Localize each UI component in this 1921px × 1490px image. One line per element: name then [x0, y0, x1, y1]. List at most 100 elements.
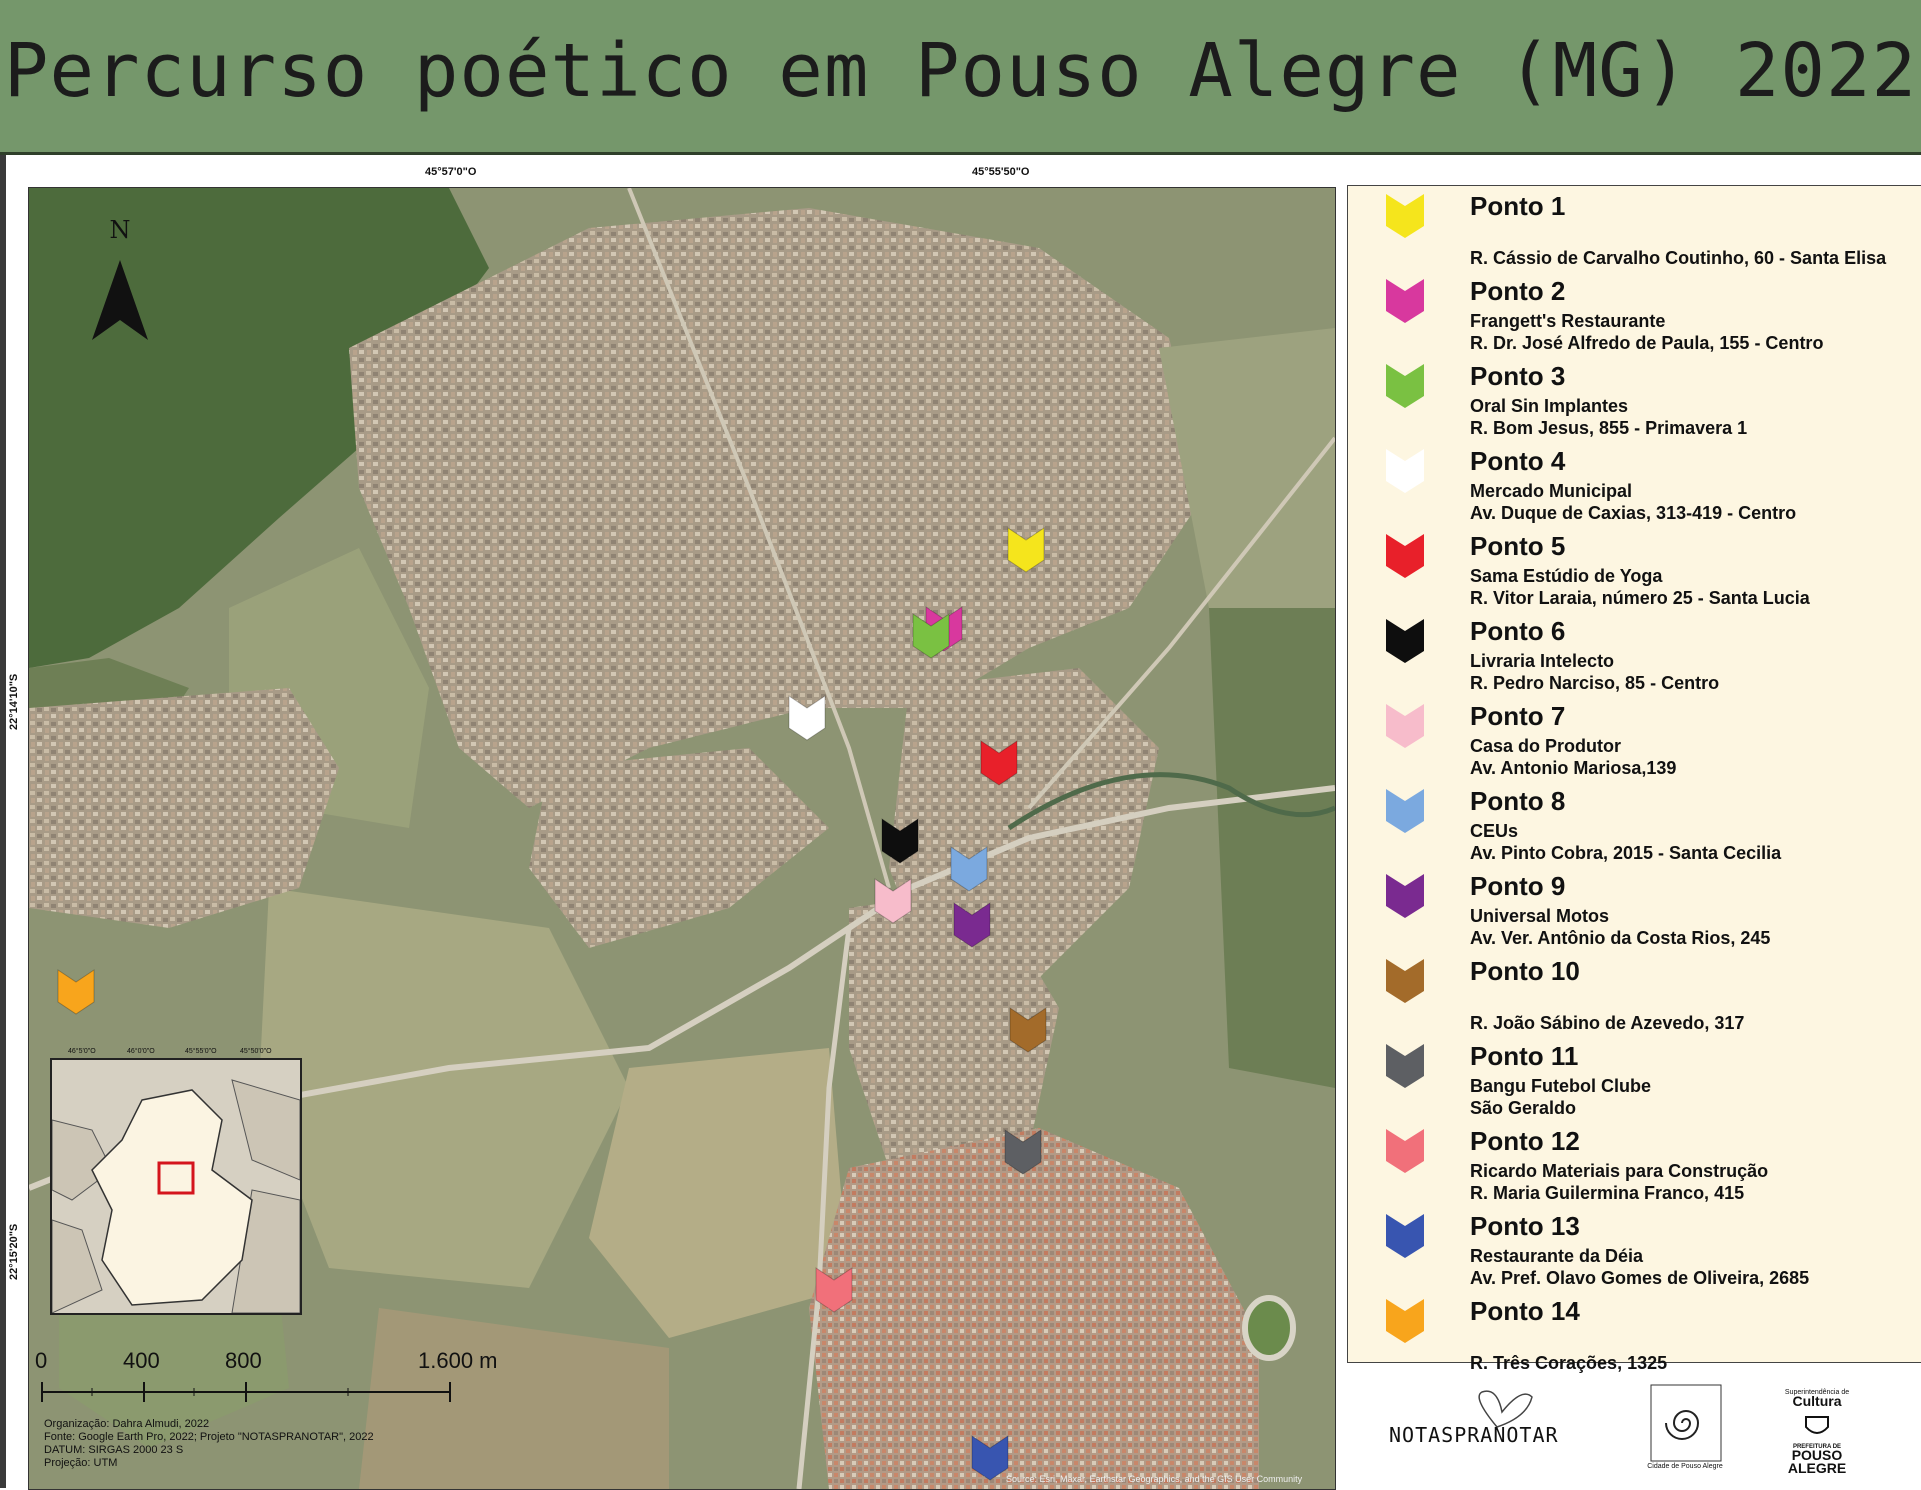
legend-address: R. Vitor Laraia, número 25 - Santa Lucia [1470, 588, 1810, 608]
inset-tick-1: 46°5'0"O [68, 1048, 96, 1055]
marker-chevron-icon [1386, 619, 1424, 663]
marker-chevron-icon [1386, 704, 1424, 748]
map-marker-10[interactable] [1009, 1007, 1047, 1053]
map-marker-12[interactable] [815, 1267, 853, 1313]
legend-place-name: Ricardo Materiais para Construção [1470, 1161, 1769, 1181]
marker-chevron-icon [1386, 1214, 1424, 1258]
scale-label-0: 0 [35, 1348, 48, 1373]
marker-chevron-icon [1386, 1044, 1424, 1088]
map-marker-9[interactable] [953, 902, 991, 948]
marker-chevron-icon [1386, 449, 1424, 493]
legend-point-name: Ponto 9 [1470, 871, 1566, 901]
legend-point-name: Ponto 2 [1470, 276, 1566, 306]
scale-label-400: 400 [123, 1348, 160, 1373]
coord-side-upper: 22°14'10"S [8, 673, 20, 730]
legend-point-name: Ponto 7 [1470, 701, 1566, 731]
marker-chevron-icon [1386, 194, 1424, 238]
legend-panel: Ponto 1 R. Cássio de Carvalho Coutinho, 6… [1347, 185, 1921, 1373]
map-marker-4[interactable] [788, 695, 826, 741]
marker-chevron-icon [1386, 1299, 1424, 1343]
marker-chevron-icon [1386, 364, 1424, 408]
map-marker-13[interactable] [971, 1435, 1009, 1481]
legend-point-name: Ponto 8 [1470, 786, 1566, 816]
legend-point-name: Ponto 6 [1470, 616, 1566, 646]
legend-item: Ponto 1 R. Cássio de Carvalho Coutinho, 6… [1348, 186, 1921, 271]
map-marker-7[interactable] [874, 878, 912, 924]
pouso-text: POUSO [1791, 1447, 1843, 1463]
title-banner: Percurso poético em Pouso Alegre (MG) 20… [0, 0, 1921, 155]
flower-icon [1478, 1390, 1533, 1428]
inset-tick-3: 45°55'0"O [185, 1048, 217, 1055]
legend-place-name: Universal Motos [1470, 906, 1610, 926]
credits-block: Organização: Dahra Almudi, 2022 Fonte: G… [44, 1418, 374, 1470]
municipal-seal-icon [1650, 1384, 1722, 1462]
legend-address: R. Pedro Narciso, 85 - Centro [1470, 673, 1720, 693]
inset-locator-map: 46°5'0"O 46°0'0"O 45°55'0"O 45°50'0"O [50, 1048, 302, 1315]
legend-item: Ponto 7 Casa do Produtor Av. Antonio Mario… [1348, 696, 1921, 781]
legend-address: Av. Antonio Mariosa,139 [1470, 758, 1677, 778]
inset-tick-2: 46°0'0"O [127, 1048, 155, 1055]
legend-point-name: Ponto 12 [1470, 1126, 1580, 1156]
map-marker-8[interactable] [950, 846, 988, 892]
frame-border [0, 155, 6, 1488]
legend-point-name: Ponto 10 [1470, 956, 1580, 986]
scale-label-800: 800 [225, 1348, 262, 1373]
legend-address: R. Cássio de Carvalho Coutinho, 60 - San… [1470, 248, 1887, 268]
scale-bar: 0 400 800 1.600 m [34, 1348, 498, 1408]
legend-point-name: Ponto 11 [1470, 1041, 1579, 1071]
legend-place-name: Oral Sin Implantes [1470, 396, 1629, 416]
marker-chevron-icon [1386, 874, 1424, 918]
inset-map-graphic [51, 1060, 301, 1314]
legend-address: R. Dr. José Alfredo de Paula, 155 - Cent… [1470, 333, 1824, 353]
legend-item: Ponto 11 Bangu Futebol Clube São Geraldo [1348, 1036, 1921, 1121]
map-marker-6[interactable] [881, 818, 919, 864]
legend-point-name: Ponto 3 [1470, 361, 1566, 391]
map-marker-5[interactable] [980, 740, 1018, 786]
scale-label-1600: 1.600 m [418, 1348, 498, 1373]
credit-line: Projeção: UTM [44, 1457, 118, 1469]
legend-place-name: Frangett's Restaurante [1470, 311, 1666, 331]
legend-item: Ponto 10 R. João Sábino de Azevedo, 317 [1348, 951, 1921, 1036]
map-marker-1[interactable] [1007, 527, 1045, 573]
north-arrow: N [88, 216, 152, 344]
marker-chevron-icon [1386, 1129, 1424, 1173]
marker-chevron-icon [1386, 534, 1424, 578]
legend-item: Ponto 8 CEUs Av. Pinto Cobra, 2015 - Santa… [1348, 781, 1921, 866]
legend-item: Ponto 4 Mercado Municipal Av. Duque de Cax… [1348, 441, 1921, 526]
credit-line: Organização: Dahra Almudi, 2022 [44, 1418, 210, 1430]
coord-top-right: 45°55'50"O [972, 166, 1030, 178]
scale-bar-graphic [41, 1382, 451, 1402]
map-marker-14[interactable] [57, 969, 95, 1015]
legend-place-name: Livraria Intelecto [1470, 651, 1615, 671]
map-marker-3[interactable] [912, 613, 950, 659]
legend-address: São Geraldo [1470, 1098, 1577, 1118]
basemap-attribution: Source: Esri, Maxar, Earthstar Geographi… [1006, 1474, 1303, 1484]
legend-place-name: Mercado Municipal [1470, 481, 1633, 501]
legend-address: Av. Pinto Cobra, 2015 - Santa Cecilia [1470, 843, 1782, 863]
marker-chevron-icon [1386, 789, 1424, 833]
legend-place-name: CEUs [1470, 821, 1519, 841]
legend-address: Av. Duque de Caxias, 313-419 - Centro [1470, 503, 1797, 523]
alegre-text: ALEGRE [1787, 1460, 1847, 1476]
prefeitura-text: PREFEITURA DE [1792, 1444, 1842, 1450]
cultura-text: Cultura [1792, 1393, 1842, 1409]
credit-line: DATUM: SIRGAS 2000 23 S [44, 1444, 184, 1456]
coat-of-arms-icon [1805, 1416, 1829, 1434]
cultura-top-text: Superintendência de [1784, 1389, 1850, 1396]
legend-item: Ponto 14 R. Três Corações, 1325 [1348, 1291, 1921, 1376]
map-marker-11[interactable] [1004, 1129, 1042, 1175]
legend-item: Ponto 3 Oral Sin Implantes R. Bom Jesus, 8… [1348, 356, 1921, 441]
credit-line: Fonte: Google Earth Pro, 2022; Projeto "… [44, 1431, 374, 1443]
north-arrow-icon [92, 260, 148, 340]
legend-point-name: Ponto 5 [1470, 531, 1566, 561]
page-title: Percurso poético em Pouso Alegre (MG) 20… [3, 28, 1918, 114]
notaspranotar-logo: NOTASPRANOTAR [1389, 1423, 1559, 1447]
legend-point-name: Ponto 1 [1470, 191, 1566, 221]
legend-item: Ponto 9 Universal Motos Av. Ver. Antônio d… [1348, 866, 1921, 951]
north-label: N [109, 216, 131, 244]
legend-item: Ponto 12 Ricardo Materiais para Construçã… [1348, 1121, 1921, 1206]
legend-point-name: Ponto 4 [1470, 446, 1566, 476]
seal-caption: Cidade de Pouso Alegre [1647, 1463, 1723, 1470]
inset-tick-4: 45°50'0"O [240, 1048, 272, 1055]
marker-chevron-icon [1386, 959, 1424, 1003]
